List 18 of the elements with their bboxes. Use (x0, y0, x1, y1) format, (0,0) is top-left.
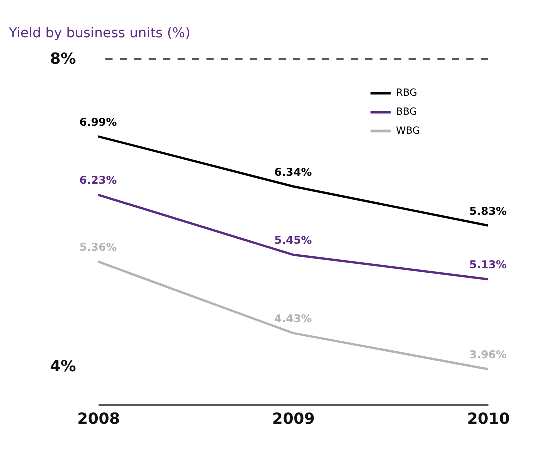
legend-label: BBG (396, 107, 418, 118)
chart-title: Yield by business units (%) (8, 25, 191, 42)
data-label: 5.13% (469, 258, 508, 272)
data-label: 3.96% (469, 348, 508, 362)
legend-label: WBG (396, 126, 420, 137)
data-label: 5.45% (274, 234, 312, 248)
data-label: 6.34% (274, 166, 312, 179)
data-label: 6.23% (80, 174, 118, 188)
x-tick-label: 2010 (467, 410, 510, 428)
x-tick-label: 2008 (77, 410, 120, 428)
data-label: 4.43% (274, 312, 312, 326)
y-tick-label: 8% (50, 50, 76, 68)
data-label: 5.83% (469, 204, 508, 218)
x-tick-label: 2009 (272, 410, 316, 428)
legend-label: RBG (396, 88, 418, 100)
data-label: 5.36% (80, 241, 118, 254)
data-label: 6.99% (80, 116, 118, 129)
y-tick-label: 4% (50, 357, 76, 376)
